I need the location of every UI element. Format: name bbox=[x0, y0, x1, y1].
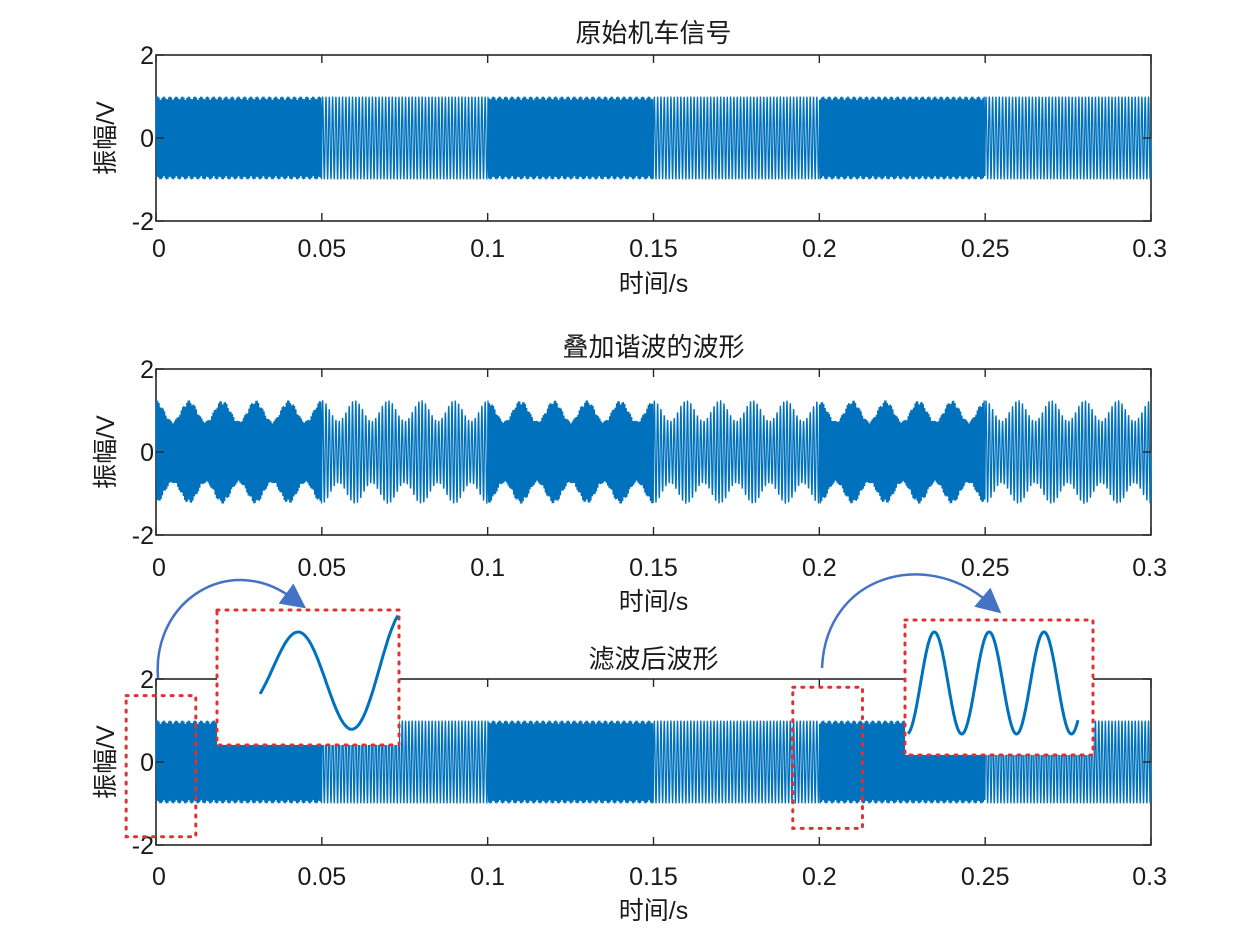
x-tick-label: 0.25 bbox=[961, 863, 1010, 891]
y-tick-label: -2 bbox=[132, 522, 154, 550]
x-tick-label: 0.1 bbox=[470, 554, 505, 582]
x-tick-label: 0.2 bbox=[802, 554, 837, 582]
x-tick-label: 0.1 bbox=[470, 235, 505, 263]
x-tick-label: 0.2 bbox=[802, 863, 837, 891]
y-axis-label: 振幅/V bbox=[92, 101, 120, 175]
zoom-arrow bbox=[156, 578, 307, 679]
zoom-inset-trace bbox=[907, 630, 1080, 736]
x-tick-label: 0.2 bbox=[802, 235, 837, 263]
x-tick-label: 0.25 bbox=[961, 554, 1010, 582]
x-axis-label: 时间/s bbox=[619, 270, 688, 298]
x-tick-label: 0.05 bbox=[297, 554, 346, 582]
signal-line bbox=[155, 720, 1152, 804]
y-tick-label: 2 bbox=[140, 356, 154, 384]
y-axis-label: 振幅/V bbox=[92, 725, 120, 799]
x-tick-label: 0.15 bbox=[629, 554, 678, 582]
y-tick-label: 2 bbox=[140, 666, 154, 694]
x-tick-label: 0.3 bbox=[1132, 235, 1167, 263]
zoom-source-box bbox=[124, 694, 198, 839]
x-tick-label: 0.05 bbox=[297, 235, 346, 263]
x-tick-label: 0.1 bbox=[470, 863, 505, 891]
subplot-title: 滤波后波形 bbox=[588, 644, 718, 674]
x-tick-label: 0.25 bbox=[961, 235, 1010, 263]
y-tick-label: 0 bbox=[140, 439, 154, 467]
zoom-annotations bbox=[124, 573, 1095, 839]
x-tick-label: 0.15 bbox=[629, 235, 678, 263]
y-tick-label: 0 bbox=[140, 749, 154, 777]
y-tick-label: 0 bbox=[140, 125, 154, 153]
y-tick-label: -2 bbox=[132, 832, 154, 860]
subplot-title: 叠加谐波的波形 bbox=[562, 332, 744, 362]
zoom-inset-trace bbox=[258, 614, 400, 731]
y-axis-label: 振幅/V bbox=[92, 415, 120, 489]
x-tick-label: 0 bbox=[152, 863, 166, 891]
signal-line bbox=[155, 96, 1152, 180]
x-tick-label: 0.3 bbox=[1132, 863, 1167, 891]
x-axis-label: 时间/s bbox=[619, 588, 688, 616]
y-tick-label: 2 bbox=[140, 42, 154, 70]
zoom-source-box bbox=[791, 685, 864, 830]
x-tick-label: 0.15 bbox=[629, 863, 678, 891]
zoom-inset-panel bbox=[903, 618, 1095, 757]
x-tick-label: 0.05 bbox=[297, 863, 346, 891]
x-tick-label: 0.3 bbox=[1132, 554, 1167, 582]
signal-line bbox=[155, 400, 1152, 504]
x-axis-label: 时间/s bbox=[619, 897, 688, 925]
subplot-title: 原始机车信号 bbox=[575, 18, 731, 48]
x-tick-label: 0 bbox=[152, 235, 166, 263]
zoom-inset-panel bbox=[215, 608, 401, 747]
zoom-arrow bbox=[820, 573, 1002, 669]
x-tick-label: 0 bbox=[152, 554, 166, 582]
y-tick-label: -2 bbox=[132, 208, 154, 236]
